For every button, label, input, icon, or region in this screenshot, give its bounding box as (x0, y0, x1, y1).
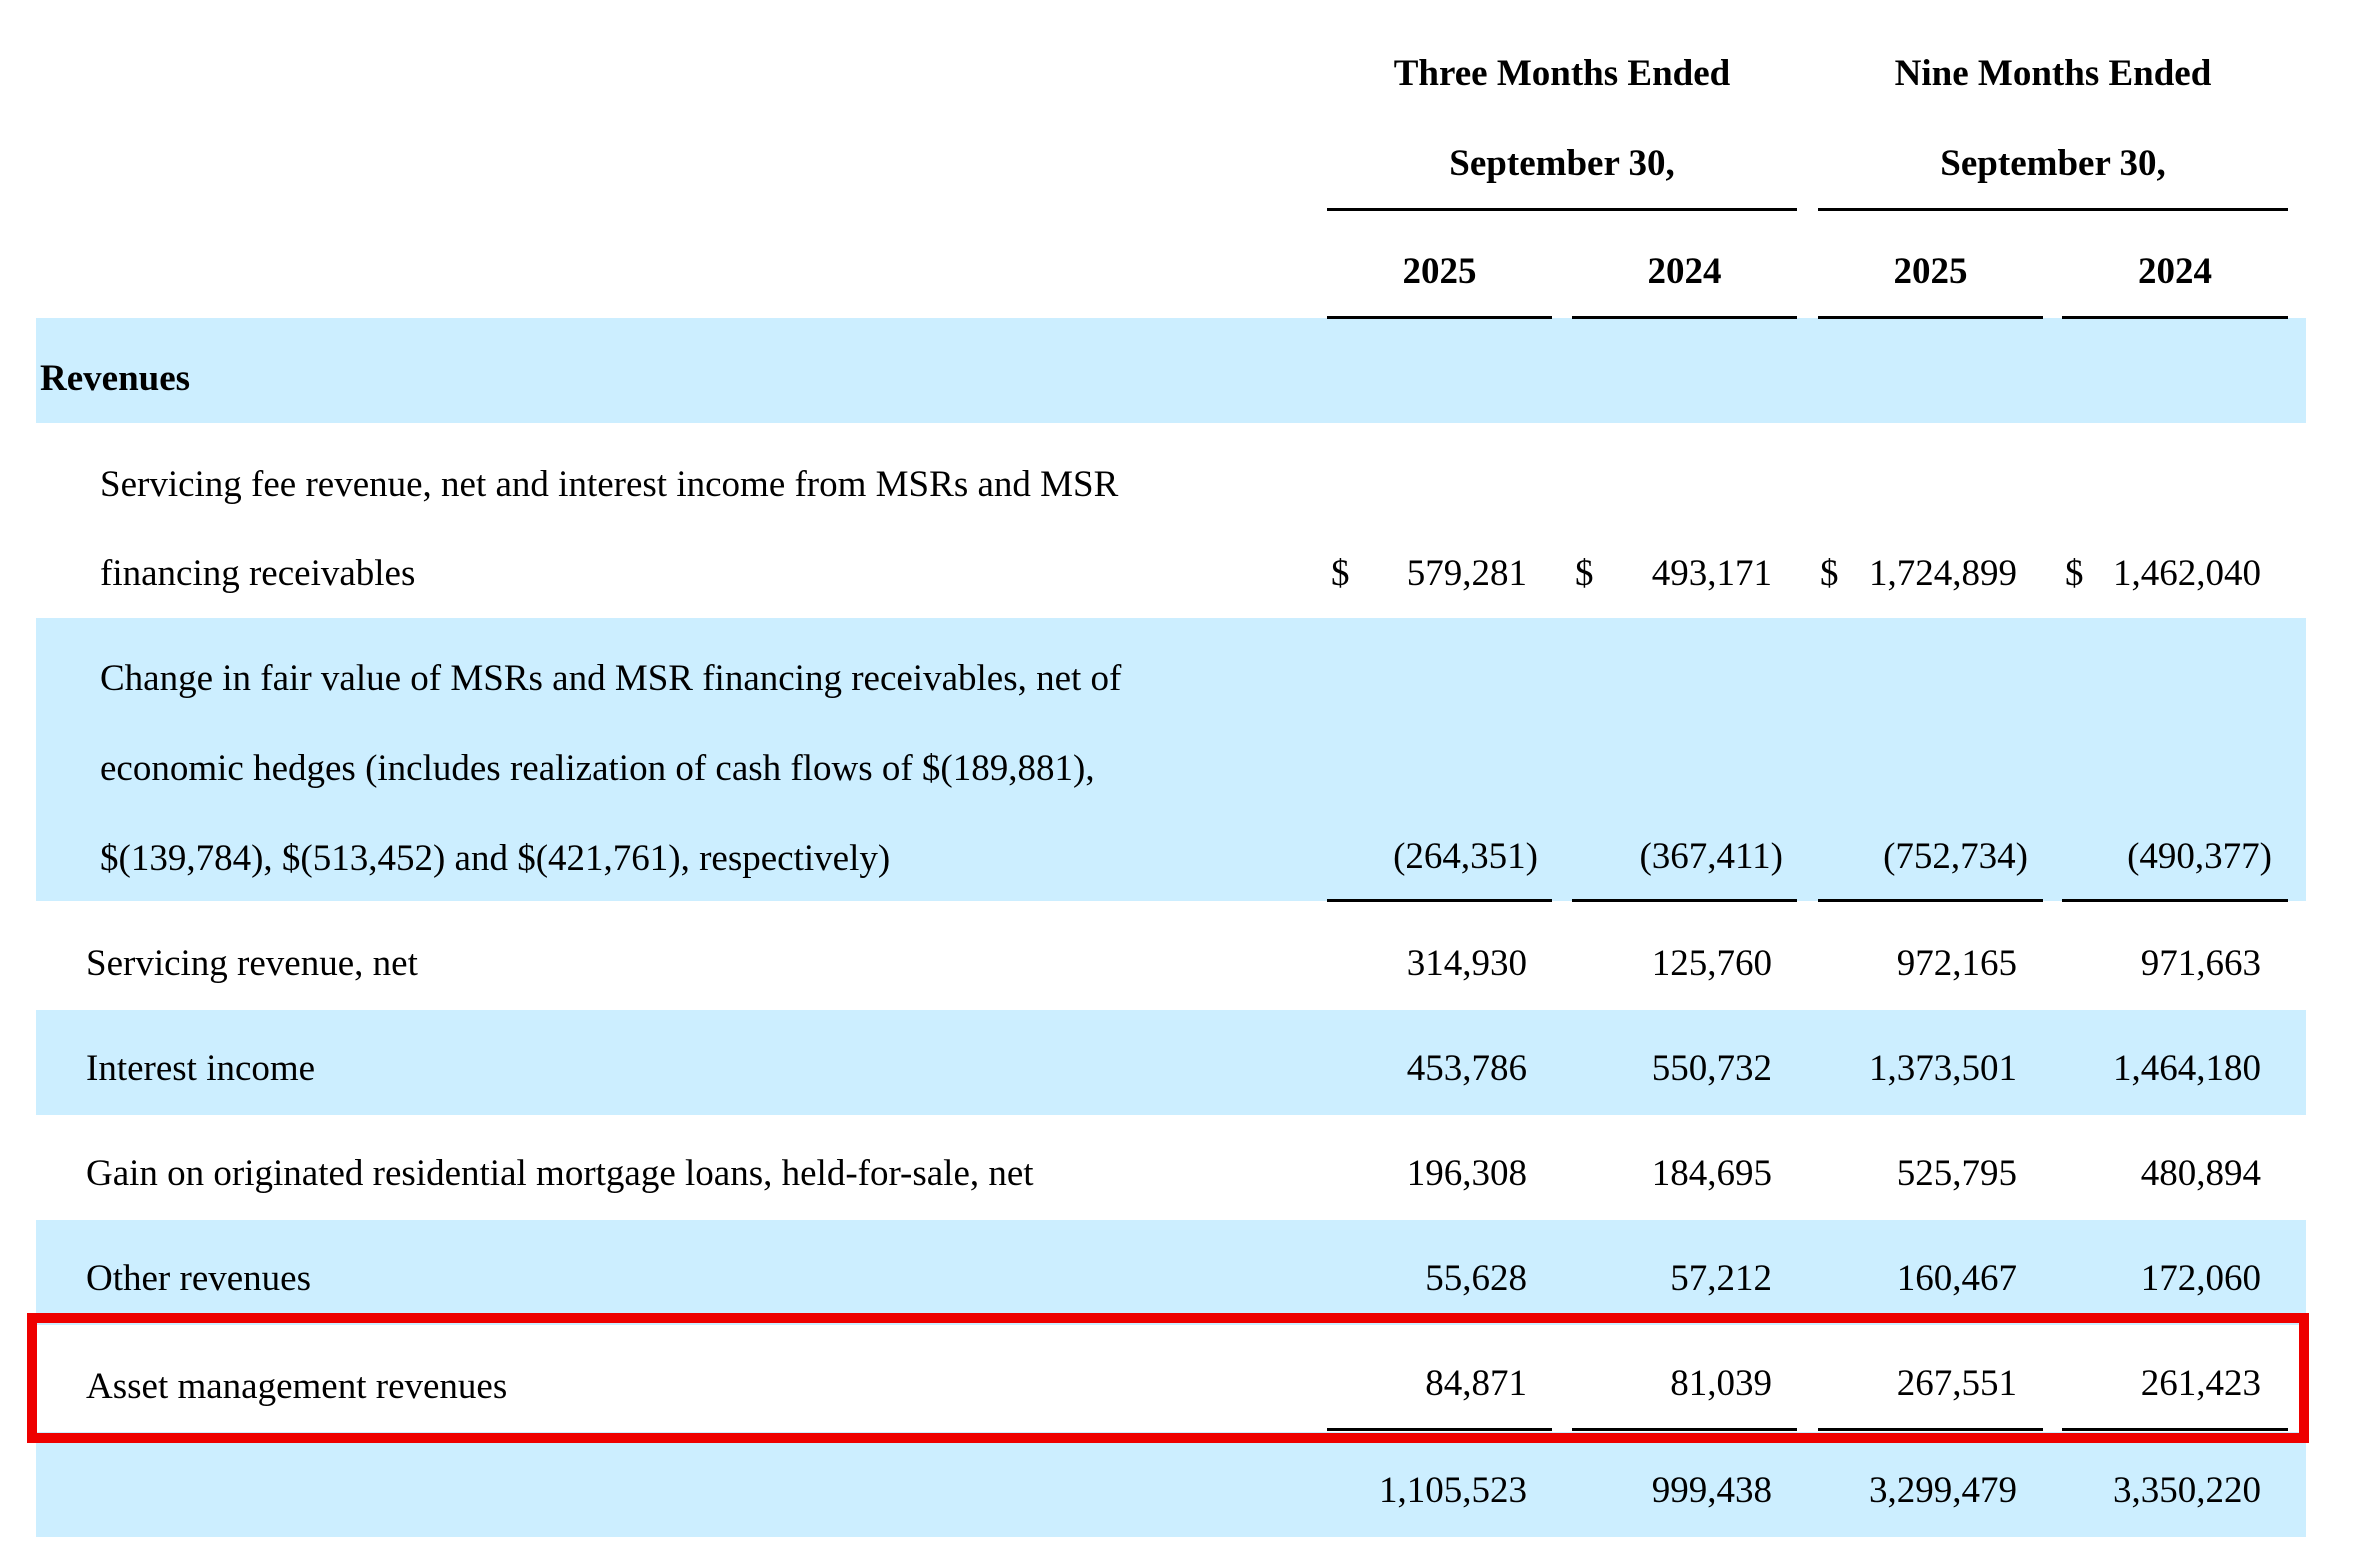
row-label-change-fv-line2: economic hedges (includes realization of… (100, 748, 1095, 789)
currency-symbol: $ (2065, 553, 2084, 594)
header-rule-nine-months (1818, 208, 2288, 211)
subtotal-rule-2 (1572, 899, 1797, 902)
cell-change-fv-q2024: (367,411) (1639, 836, 1783, 877)
row-band-interest-income (36, 1010, 2306, 1115)
row-band-change-fv (36, 618, 2306, 901)
header-year-n-2025: 2025 (1893, 251, 1968, 292)
header-rule-three-months (1327, 208, 1797, 211)
cell-total-n2024: 3,350,220 (2113, 1470, 2261, 1511)
cell-gain-originated-q2025: 196,308 (1406, 1153, 1527, 1194)
cell-asset-management-q2024: 81,039 (1670, 1363, 1772, 1404)
row-band-other-revenues (36, 1220, 2306, 1325)
row-label-asset-management: Asset management revenues (86, 1366, 508, 1407)
cell-interest-income-n2024: 1,464,180 (2113, 1048, 2261, 1089)
header-nine-months-line2: September 30, (1940, 143, 2166, 184)
cell-other-revenues-n2025: 160,467 (1896, 1258, 2017, 1299)
row-label-interest-income: Interest income (86, 1048, 316, 1089)
cell-servicing-revenue-n2025: 972,165 (1896, 943, 2017, 984)
row-label-servicing-fee-line2: financing receivables (100, 553, 416, 594)
cell-servicing-revenue-q2024: 125,760 (1651, 943, 1772, 984)
cell-interest-income-q2024: 550,732 (1651, 1048, 1772, 1089)
cell-servicing-fee-q2025: 579,281 (1406, 553, 1527, 594)
cell-interest-income-n2025: 1,373,501 (1869, 1048, 2017, 1089)
cell-interest-income-q2025: 453,786 (1406, 1048, 1527, 1089)
subtotal-rule-1 (1327, 899, 1552, 902)
row-label-servicing-fee-line1: Servicing fee revenue, net and interest … (100, 464, 1119, 505)
cell-total-n2025: 3,299,479 (1869, 1470, 2017, 1511)
cell-total-q2024: 999,438 (1651, 1470, 1772, 1511)
cell-gain-originated-n2025: 525,795 (1896, 1153, 2017, 1194)
row-label-servicing-revenue-net: Servicing revenue, net (86, 943, 418, 984)
row-label-gain-originated: Gain on originated residential mortgage … (86, 1153, 1034, 1194)
cell-other-revenues-q2025: 55,628 (1425, 1258, 1527, 1299)
row-band-total (36, 1432, 2306, 1537)
header-year-q-2025: 2025 (1402, 251, 1477, 292)
currency-symbol: $ (1820, 553, 1839, 594)
row-label-change-fv-line3: $(139,784), $(513,452) and $(421,761), r… (100, 838, 891, 879)
cell-servicing-revenue-q2025: 314,930 (1406, 943, 1527, 984)
year-rule-1 (1327, 316, 1552, 319)
row-band-revenues (36, 318, 2306, 423)
cell-servicing-fee-n2025: 1,724,899 (1869, 553, 2017, 594)
section-heading-revenues: Revenues (40, 358, 191, 399)
cell-gain-originated-q2024: 184,695 (1651, 1153, 1772, 1194)
year-rule-2 (1572, 316, 1797, 319)
cell-asset-management-n2024: 261,423 (2140, 1363, 2261, 1404)
header-three-months-line2: September 30, (1449, 143, 1675, 184)
cell-servicing-fee-q2024: 493,171 (1651, 553, 1772, 594)
cell-change-fv-n2024: (490,377) (2127, 836, 2272, 877)
total-rule-3 (1818, 1428, 2043, 1431)
total-rule-2 (1572, 1428, 1797, 1431)
total-rule-1 (1327, 1428, 1552, 1431)
year-rule-3 (1818, 316, 2043, 319)
cell-change-fv-q2025: (264,351) (1393, 836, 1538, 877)
cell-total-q2025: 1,105,523 (1379, 1470, 1527, 1511)
header-year-n-2024: 2024 (2138, 251, 2212, 292)
row-label-change-fv-line1: Change in fair value of MSRs and MSR fin… (100, 658, 1122, 699)
cell-gain-originated-n2024: 480,894 (2140, 1153, 2261, 1194)
row-label-other-revenues: Other revenues (86, 1258, 311, 1299)
currency-symbol: $ (1575, 553, 1594, 594)
cell-change-fv-n2025: (752,734) (1883, 836, 2028, 877)
subtotal-rule-3 (1818, 899, 2043, 902)
highlight-box-asset-management (27, 1313, 2309, 1443)
subtotal-rule-4 (2062, 899, 2288, 902)
cell-asset-management-n2025: 267,551 (1896, 1363, 2017, 1404)
cell-servicing-fee-n2024: 1,462,040 (2113, 553, 2261, 594)
cell-asset-management-q2025: 84,871 (1425, 1363, 1527, 1404)
currency-symbol: $ (1331, 553, 1350, 594)
cell-other-revenues-n2024: 172,060 (2140, 1258, 2261, 1299)
header-nine-months-line1: Nine Months Ended (1894, 53, 2212, 94)
year-rule-4 (2062, 316, 2288, 319)
total-rule-4 (2062, 1428, 2288, 1431)
header-three-months-line1: Three Months Ended (1393, 53, 1731, 94)
cell-other-revenues-q2024: 57,212 (1670, 1258, 1772, 1299)
cell-servicing-revenue-n2024: 971,663 (2140, 943, 2261, 984)
header-year-q-2024: 2024 (1647, 251, 1722, 292)
